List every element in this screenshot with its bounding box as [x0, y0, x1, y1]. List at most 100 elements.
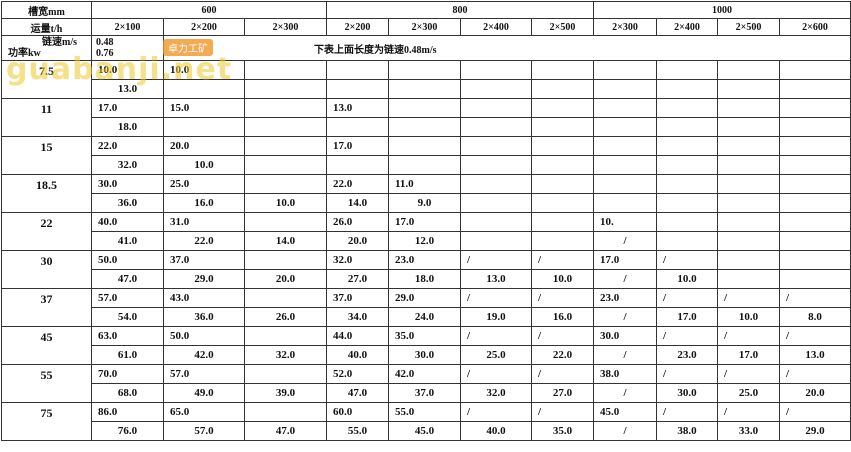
cell: /: [717, 364, 781, 384]
power-cell: 45: [1, 326, 92, 365]
data-row: 18.5 30.0 25.0 22.0 11.0: [1, 174, 851, 213]
cell: 12.0: [388, 231, 462, 251]
watermark-badge: 卓力工矿: [163, 39, 213, 56]
power-label: 功率kw: [8, 48, 41, 59]
cell: [243, 136, 328, 156]
cell: 25.0: [163, 174, 245, 194]
cell: 32.0: [460, 383, 533, 403]
cell: [243, 174, 328, 194]
cell: /: [656, 326, 719, 346]
data-row: 75 86.0 65.0 60.0 55.0//45.0// /: [1, 402, 851, 441]
data-row: 7.5 10.0 10.0: [1, 60, 851, 99]
cell: 38.0: [593, 364, 658, 384]
cell: /: [779, 288, 851, 308]
cell: /: [460, 288, 533, 308]
cell: 54.0: [91, 307, 164, 327]
cell: [460, 174, 533, 194]
cell: 20.0: [326, 231, 390, 251]
cell: 36.0: [91, 193, 164, 213]
cell: 36.0: [163, 307, 245, 327]
cell: [779, 193, 851, 213]
cell: 57.0: [91, 288, 164, 308]
cell: 23.0: [656, 345, 719, 365]
cell: 17.0: [388, 212, 462, 232]
speed-cell: 0.48 0.76: [91, 35, 164, 61]
cell: 43.0: [163, 288, 245, 308]
cell: 40.0: [326, 345, 390, 365]
cell: /: [593, 307, 658, 327]
cell: /: [656, 402, 719, 422]
cell: 50.0: [91, 250, 164, 270]
cell: 20.0: [163, 136, 245, 156]
cell: [243, 288, 328, 308]
cell: [593, 79, 658, 99]
cell: 32.0: [243, 345, 328, 365]
cell: [388, 98, 462, 118]
chain-label: 2×100: [91, 18, 164, 36]
cell: 30.0: [656, 383, 719, 403]
cell: 10.0: [656, 269, 719, 289]
cell: [460, 98, 533, 118]
cell: [243, 60, 328, 80]
cell: [531, 98, 595, 118]
cell: 22.0: [326, 174, 390, 194]
data-row: 61.0 42.0 32.0 40.0 30.0 25.0 22.0/23.0 17.0 13.…: [2, 345, 851, 365]
power-cell: 22: [1, 212, 92, 251]
cell: 37.0: [163, 250, 245, 270]
cell: 37.0: [326, 288, 390, 308]
cell: [326, 60, 390, 80]
data-row: 45 63.0 50.0 44.0 35.0//30.0// /: [1, 326, 851, 365]
cell: 9.0: [388, 193, 462, 213]
cell: [243, 326, 328, 346]
cell: 27.0: [326, 269, 390, 289]
cell: 65.0: [163, 402, 245, 422]
cell: 22.0: [91, 136, 164, 156]
header-row: 链速m/s 功率kw 0.48 0.76 下表上面长度为链速0.48m/s: [1, 35, 851, 61]
power-cell: 18.5: [1, 174, 92, 213]
cell: 57.0: [163, 421, 245, 441]
cell: /: [656, 250, 719, 270]
cell: [656, 98, 719, 118]
group-width: 1000: [593, 1, 851, 19]
power-cell: 11: [1, 98, 92, 137]
cell: [779, 212, 851, 232]
cell: 32.0: [326, 250, 390, 270]
cell: [717, 79, 781, 99]
cell: 25.0: [460, 345, 533, 365]
data-row: 55 70.0 57.0 52.0 42.0//38.0// /: [1, 364, 851, 403]
cell: [531, 155, 595, 175]
cell: 55.0: [326, 421, 390, 441]
cell: [656, 231, 719, 251]
speed-value: 0.48: [96, 37, 114, 48]
cell: [531, 174, 595, 194]
cell: 52.0: [326, 364, 390, 384]
cell: [163, 79, 245, 99]
cell: 25.0: [717, 383, 781, 403]
cell: 17.0: [717, 345, 781, 365]
cell: 14.0: [326, 193, 390, 213]
data-row: 41.0 22.0 14.0 20.0 12.0 /: [2, 231, 851, 251]
cell: 47.0: [243, 421, 328, 441]
cell: 29.0: [779, 421, 851, 441]
cell: [460, 60, 533, 80]
cell: [779, 136, 851, 156]
cell: 26.0: [243, 307, 328, 327]
label-cell: 链速m/s 功率kw: [1, 35, 92, 61]
cell: [656, 60, 719, 80]
chain-label: 2×500: [717, 18, 781, 36]
cell: [243, 250, 328, 270]
cell: 13.0: [91, 79, 164, 99]
cell: 27.0: [531, 383, 595, 403]
cell: [531, 117, 595, 137]
cell: [717, 193, 781, 213]
cell: 61.0: [91, 345, 164, 365]
data-row: 15 22.0 20.0 17.0: [1, 136, 851, 175]
cell: [531, 231, 595, 251]
cell: [243, 98, 328, 118]
cell: /: [779, 364, 851, 384]
cell: 44.0: [326, 326, 390, 346]
data-row: 36.0 16.0 10.0 14.0 9.0: [2, 193, 851, 213]
cell: 20.0: [243, 269, 328, 289]
cell: [779, 250, 851, 270]
